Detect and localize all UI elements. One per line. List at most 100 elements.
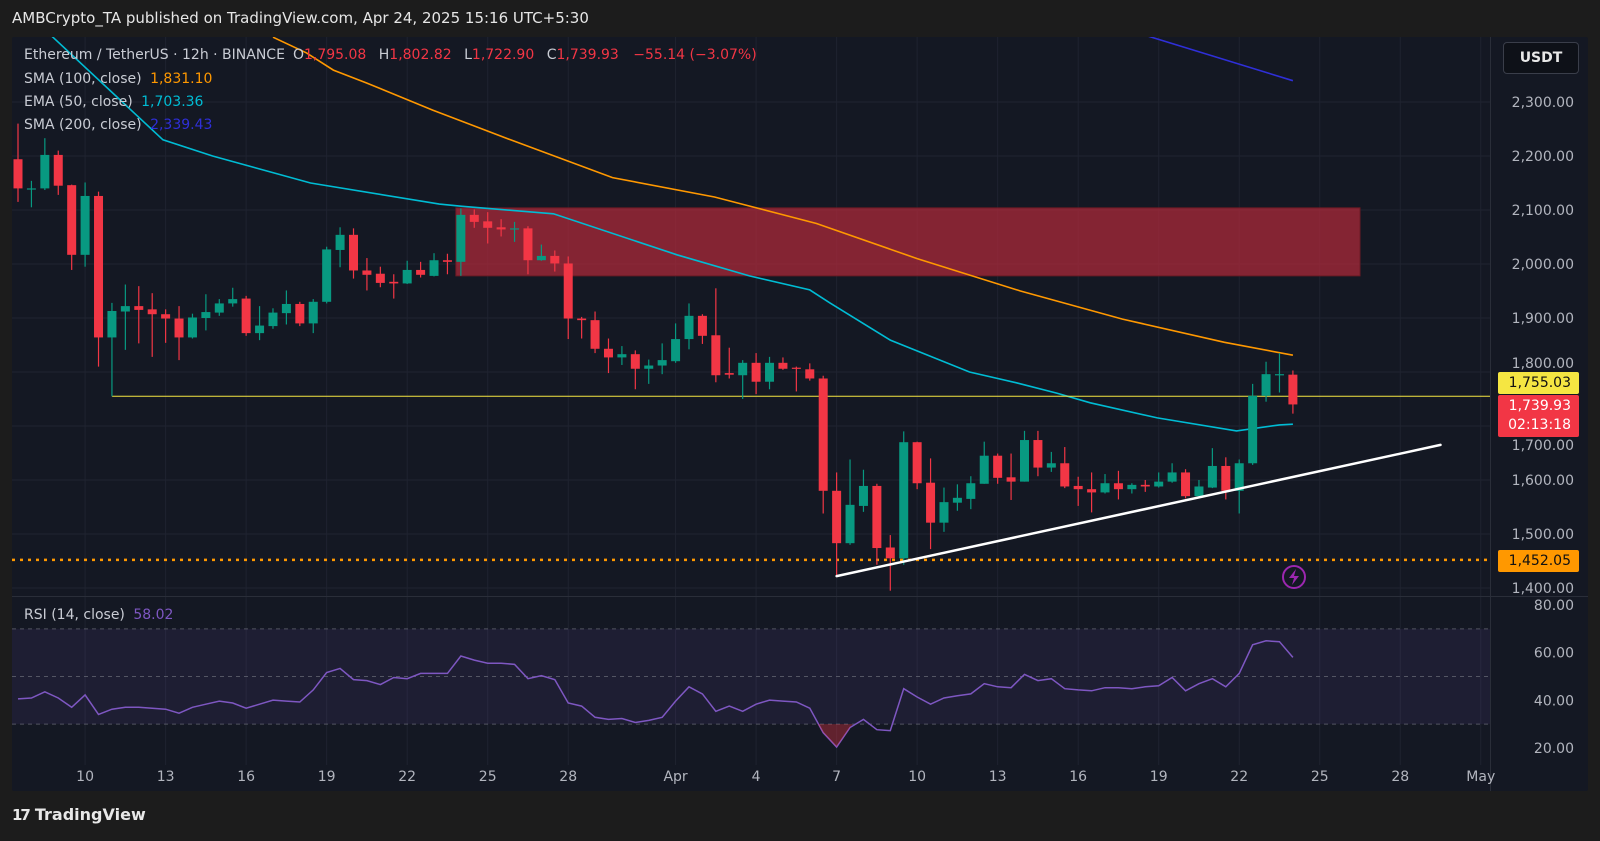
sma100-legend[interactable]: SMA (100, close) 1,831.10 [24, 71, 216, 87]
candle [94, 191, 104, 367]
rsi-legend[interactable]: RSI (14, close) 58.02 [24, 607, 177, 623]
candle-body [872, 485, 882, 549]
candle-body [362, 270, 372, 275]
tradingview-logo-icon: 17 [12, 805, 31, 824]
candle [120, 284, 130, 350]
candle-body [791, 367, 801, 369]
candle [281, 290, 291, 325]
candle [1073, 476, 1083, 506]
candle-body [13, 159, 23, 189]
alert-lightning-icon[interactable] [1282, 565, 1306, 589]
candle-body [738, 362, 748, 376]
candle [577, 316, 587, 339]
candle [926, 458, 936, 550]
candle-body [993, 455, 1003, 478]
candle-body [1087, 489, 1097, 493]
candle [53, 150, 63, 195]
high-value: 1,802.82 [389, 47, 452, 63]
x-tick-label: 16 [1069, 769, 1087, 785]
x-tick-label: 19 [318, 769, 336, 785]
candle [13, 123, 23, 202]
candle [134, 286, 144, 344]
candle-body [550, 255, 560, 264]
close-label: C [546, 47, 557, 63]
candle [993, 453, 1003, 484]
candle-body [644, 365, 654, 369]
candle-body [322, 249, 332, 302]
candle-body [1006, 477, 1016, 482]
candle-body [912, 442, 922, 484]
candle [201, 294, 211, 331]
x-tick-label: 28 [1391, 769, 1409, 785]
ema50-line [51, 37, 1293, 432]
candle-body [684, 315, 694, 340]
candle [751, 353, 761, 395]
candle-body [26, 188, 36, 190]
candle [362, 258, 372, 291]
candle-body [134, 306, 144, 310]
open-value: 1,795.08 [303, 47, 367, 63]
candle [1154, 472, 1164, 488]
candle [1100, 474, 1110, 494]
last-price-tag: 1,739.93 02:13:18 [1498, 395, 1579, 437]
candle [603, 338, 613, 374]
candle-body [630, 354, 640, 369]
sma200-legend[interactable]: SMA (200, close) 2,339.43 [24, 117, 216, 133]
rsi-pane [12, 628, 1490, 749]
candle [845, 459, 855, 545]
currency-button[interactable]: USDT [1503, 42, 1579, 74]
candle-body [926, 482, 936, 523]
x-tick-label: 22 [1230, 769, 1248, 785]
candle [1140, 480, 1150, 492]
candle-body [496, 227, 506, 230]
rsi-tick-label: 40.00 [1534, 693, 1574, 709]
candle [295, 301, 305, 327]
y-tick-label: 1,800.00 [1512, 356, 1574, 372]
y-tick-label: 2,100.00 [1512, 203, 1574, 219]
candle [778, 357, 788, 370]
candle [1274, 353, 1284, 393]
low-value: 1,722.90 [471, 47, 535, 63]
candle [966, 476, 976, 510]
candle-body [281, 303, 291, 314]
y-tick-label: 2,200.00 [1512, 149, 1574, 165]
sma200-value: 2,339.43 [150, 117, 213, 133]
candle [939, 487, 949, 532]
candle [268, 308, 278, 329]
candle [738, 360, 748, 399]
candle [26, 180, 36, 208]
publish-caption: AMBCrypto_TA published on TradingView.co… [12, 9, 589, 27]
candle [161, 309, 171, 343]
symbol-label[interactable]: Ethereum / TetherUS · 12h · BINANCE [24, 47, 285, 63]
candle-body [1113, 483, 1123, 490]
candle [523, 226, 533, 275]
candle-body [885, 547, 895, 559]
x-tick-label: 4 [752, 769, 761, 785]
candle [711, 288, 721, 383]
candle-body [1167, 472, 1177, 482]
candle-body [778, 362, 788, 369]
candle-body [1234, 463, 1244, 491]
candle-body [161, 314, 171, 319]
candle-body [952, 497, 962, 503]
candle [791, 366, 801, 392]
open-label: O [292, 47, 304, 63]
x-tick-label: 7 [832, 769, 841, 785]
candle-body [563, 263, 573, 319]
candle [724, 347, 734, 379]
candle [1207, 448, 1217, 489]
candle [1020, 430, 1029, 482]
candle-body [147, 309, 157, 315]
candle [308, 299, 318, 334]
candle-body [979, 455, 989, 484]
rsi-label: RSI (14, close) [24, 607, 125, 623]
candle-body [1207, 465, 1217, 488]
x-tick-label: May [1466, 769, 1495, 785]
candle-body [1046, 463, 1056, 468]
ema50-legend[interactable]: EMA (50, close) 1,703.36 [24, 94, 207, 110]
candle-body [228, 299, 238, 304]
tradingview-footer[interactable]: 17 TradingView [12, 805, 146, 824]
candle-body [416, 269, 426, 275]
candle-body [349, 234, 358, 271]
